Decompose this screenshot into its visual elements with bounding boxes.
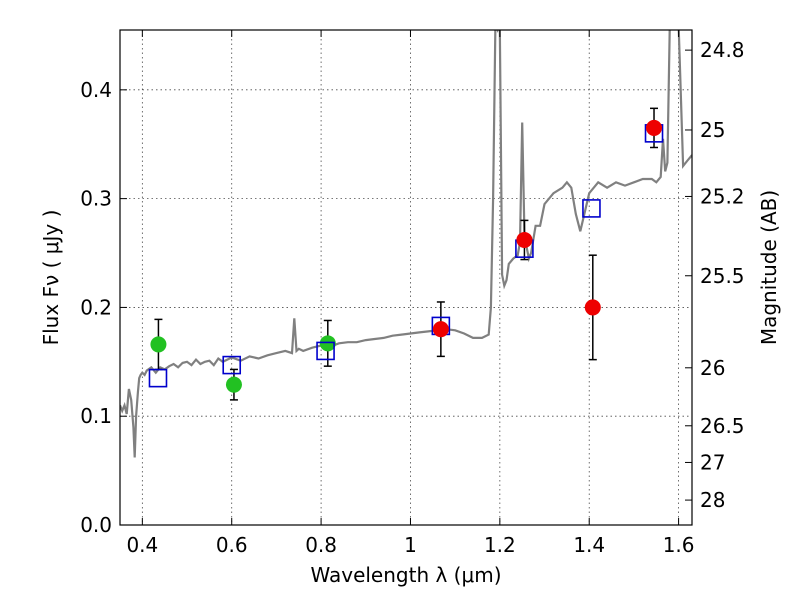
- y-tick-label: 0.2: [80, 295, 112, 319]
- x-tick-label: 1.2: [484, 533, 516, 557]
- x-tick-label: 1: [404, 533, 417, 557]
- model-bandpass-square: [222, 355, 242, 375]
- mag-tick-label: 28: [700, 488, 725, 512]
- mag-tick-label: 26: [700, 356, 725, 380]
- x-tick-label: 1.6: [663, 533, 695, 557]
- red-data-point: [646, 119, 663, 136]
- green-data-point: [319, 335, 336, 352]
- model-bandpass-square: [582, 199, 601, 218]
- red-data-point: [432, 321, 449, 338]
- y-axis-label: Flux Fν ( μJy ): [39, 210, 63, 346]
- red-data-point: [584, 299, 601, 316]
- y-tick-label: 0.1: [80, 404, 112, 428]
- red-data-point: [516, 231, 533, 248]
- grid: [120, 30, 692, 526]
- mag-tick-label: 25.2: [700, 184, 745, 208]
- x-axis-label: Wavelength λ (μm): [310, 563, 501, 587]
- model-bandpass-square: [316, 341, 335, 361]
- x-tick-label: 1.4: [573, 533, 605, 557]
- mag-tick-label: 24.8: [700, 38, 745, 62]
- axis-labels: 0.4 0.6 0.8 1 1.2 1.4 1.6 0.0 0.1 0.2 0.3 0.4 24.8 25…: [39, 38, 781, 587]
- plot-area: [120, 30, 692, 458]
- x-tick-label: 0.6: [216, 533, 248, 557]
- x-tick-label: 0.8: [305, 533, 337, 557]
- plot-frame: [119, 29, 693, 526]
- model-bandpass-square: [148, 368, 168, 388]
- mag-tick-label: 25: [700, 118, 725, 142]
- y-tick-label: 0.3: [80, 187, 112, 211]
- right-axis-label: Magnitude (AB): [757, 190, 781, 345]
- y-tick-label: 0.4: [80, 78, 112, 102]
- ticks: [120, 30, 692, 526]
- x-tick-label: 0.4: [126, 533, 158, 557]
- mag-tick-label: 26.5: [700, 414, 745, 438]
- green-data-point: [150, 336, 167, 353]
- y-tick-label: 0.0: [80, 513, 112, 537]
- model-spectrum-line: [120, 30, 692, 458]
- mag-tick-label: 27: [700, 450, 725, 474]
- mag-tick-label: 25.5: [700, 264, 745, 288]
- green-data-point: [225, 376, 242, 393]
